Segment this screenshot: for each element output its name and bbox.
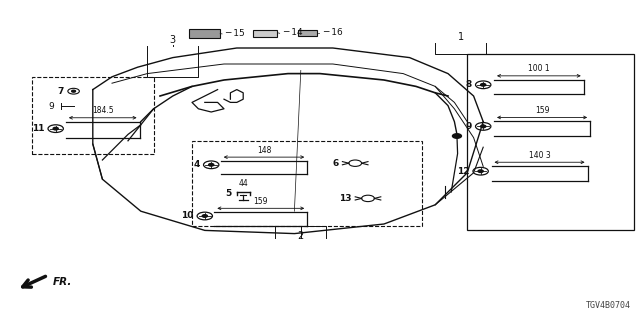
Text: 2: 2	[298, 231, 304, 241]
Bar	[298, 30, 317, 36]
Text: ─ 15: ─ 15	[225, 29, 245, 38]
Circle shape	[209, 164, 214, 166]
Circle shape	[481, 125, 486, 128]
Text: 1: 1	[458, 32, 464, 42]
Bar	[253, 30, 277, 37]
Circle shape	[478, 170, 483, 172]
Text: ─ 16: ─ 16	[323, 28, 343, 37]
Circle shape	[202, 215, 207, 217]
Text: 159: 159	[253, 197, 268, 206]
Text: 44: 44	[238, 179, 248, 188]
Text: 4: 4	[193, 160, 200, 169]
Circle shape	[72, 90, 76, 92]
Text: 10: 10	[181, 212, 193, 220]
Text: 140 3: 140 3	[529, 151, 550, 160]
Text: 13: 13	[339, 194, 352, 203]
Text: FR.: FR.	[52, 277, 72, 287]
Text: 7: 7	[58, 87, 64, 96]
Bar	[32, 77, 154, 154]
Circle shape	[53, 127, 58, 130]
Text: ─ 14: ─ 14	[284, 28, 303, 37]
Text: 148: 148	[257, 146, 271, 155]
Text: 184.5: 184.5	[92, 106, 113, 115]
Text: 3: 3	[170, 35, 176, 45]
Text: 9: 9	[49, 102, 54, 111]
Text: 12: 12	[456, 167, 469, 176]
Bar	[192, 141, 422, 226]
Text: 5: 5	[225, 189, 232, 198]
Text: 9: 9	[465, 122, 472, 131]
Text: 8: 8	[465, 80, 472, 89]
Circle shape	[452, 134, 461, 138]
Text: 6: 6	[333, 159, 339, 168]
Text: TGV4B0704: TGV4B0704	[586, 301, 630, 310]
Text: 11: 11	[31, 124, 44, 133]
Bar	[467, 54, 634, 230]
Text: 159: 159	[535, 106, 549, 115]
Text: 100 1: 100 1	[528, 64, 550, 73]
Circle shape	[481, 84, 486, 86]
Bar	[189, 29, 220, 38]
